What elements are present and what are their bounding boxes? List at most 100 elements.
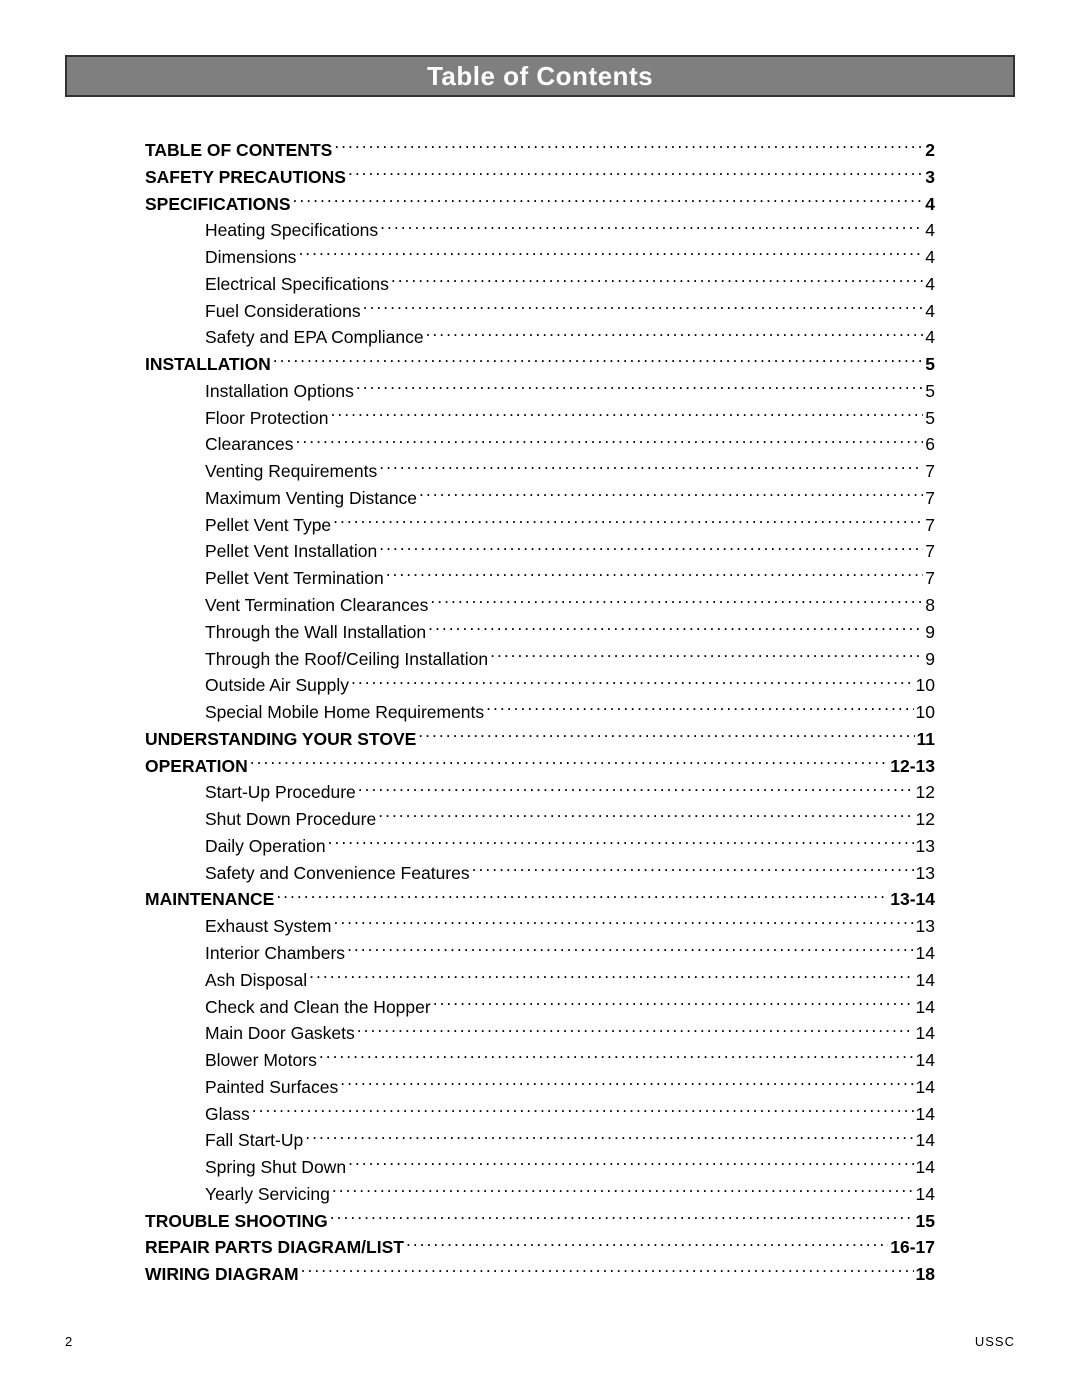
- toc-page-number: 2: [925, 137, 935, 164]
- toc-label: Interior Chambers: [205, 940, 345, 967]
- toc-section-row: UNDERSTANDING YOUR STOVE11: [145, 726, 935, 753]
- toc-leader-dots: [332, 1182, 914, 1200]
- toc-page-number: 14: [916, 1154, 935, 1181]
- toc-sub-row: Fuel Considerations4: [145, 298, 935, 325]
- toc-page-number: 11: [917, 726, 936, 753]
- toc-sub-row: Through the Wall Installation9: [145, 619, 935, 646]
- toc-leader-dots: [273, 353, 924, 371]
- title-bar: Table of Contents: [65, 55, 1015, 97]
- toc-label: Through the Wall Installation: [205, 619, 426, 646]
- toc-page-number: 8: [925, 592, 935, 619]
- toc-label: Dimensions: [205, 244, 296, 271]
- toc-section-row: TABLE OF CONTENTS2: [145, 137, 935, 164]
- toc-sub-row: Electrical Specifications4: [145, 271, 935, 298]
- toc-sub-row: Installation Options5: [145, 378, 935, 405]
- toc-leader-dots: [380, 219, 923, 237]
- toc-leader-dots: [391, 272, 923, 290]
- toc-leader-dots: [379, 540, 923, 558]
- toc-label: Through the Roof/Ceiling Installation: [205, 646, 488, 673]
- toc-label: Painted Surfaces: [205, 1074, 338, 1101]
- toc-label: Main Door Gaskets: [205, 1020, 355, 1047]
- toc-sub-row: Yearly Servicing14: [145, 1181, 935, 1208]
- toc-sub-row: Pellet Vent Termination7: [145, 565, 935, 592]
- toc-page-number: 7: [925, 538, 935, 565]
- toc-sub-row: Blower Motors14: [145, 1047, 935, 1074]
- footer-company: USSC: [975, 1334, 1015, 1349]
- toc-label: Pellet Vent Installation: [205, 538, 377, 565]
- toc-page-number: 4: [925, 191, 935, 218]
- document-page: Table of Contents TABLE OF CONTENTS2SAFE…: [0, 0, 1080, 1288]
- footer-page-number: 2: [65, 1334, 72, 1349]
- toc-label: Special Mobile Home Requirements: [205, 699, 484, 726]
- toc-leader-dots: [348, 1156, 913, 1174]
- toc-section-row: REPAIR PARTS DIAGRAM/LIST16-17: [145, 1234, 935, 1261]
- toc-sub-row: Fall Start-Up14: [145, 1127, 935, 1154]
- toc-leader-dots: [379, 460, 923, 478]
- toc-label: Pellet Vent Type: [205, 512, 331, 539]
- toc-page-number: 5: [925, 351, 935, 378]
- toc-page-number: 14: [916, 1074, 935, 1101]
- toc-leader-dots: [357, 1022, 914, 1040]
- toc-page-number: 4: [925, 298, 935, 325]
- toc-page-number: 7: [925, 565, 935, 592]
- toc-section-row: SPECIFICATIONS4: [145, 191, 935, 218]
- toc-page-number: 7: [925, 485, 935, 512]
- toc-leader-dots: [472, 861, 914, 879]
- toc-leader-dots: [347, 941, 913, 959]
- toc-leader-dots: [340, 1075, 913, 1093]
- toc-page-number: 14: [916, 940, 935, 967]
- toc-label: OPERATION: [145, 753, 248, 780]
- toc-sub-row: Venting Requirements7: [145, 458, 935, 485]
- toc-label: INSTALLATION: [145, 351, 271, 378]
- toc-page-number: 4: [925, 244, 935, 271]
- toc-sub-row: Daily Operation13: [145, 833, 935, 860]
- toc-label: Floor Protection: [205, 405, 329, 432]
- toc-sub-row: Safety and EPA Compliance4: [145, 324, 935, 351]
- toc-leader-dots: [406, 1236, 888, 1254]
- toc-sub-row: Ash Disposal14: [145, 967, 935, 994]
- title-bar-text: Table of Contents: [427, 61, 653, 92]
- toc-sub-row: Pellet Vent Installation 7: [145, 538, 935, 565]
- toc-sub-row: Outside Air Supply10: [145, 672, 935, 699]
- toc-sub-row: Maximum Venting Distance7: [145, 485, 935, 512]
- toc-sub-row: Through the Roof/Ceiling Installation9: [145, 646, 935, 673]
- toc-leader-dots: [319, 1049, 914, 1067]
- toc-leader-dots: [490, 647, 923, 665]
- toc-label: Installation Options: [205, 378, 354, 405]
- toc-page-number: 7: [925, 512, 935, 539]
- toc-leader-dots: [419, 486, 923, 504]
- toc-label: Fall Start-Up: [205, 1127, 303, 1154]
- toc-leader-dots: [252, 1102, 914, 1120]
- toc-page-number: 12: [916, 779, 935, 806]
- toc-page-number: 4: [925, 271, 935, 298]
- toc-section-row: WIRING DIAGRAM 18: [145, 1261, 935, 1288]
- toc-section-row: OPERATION12-13: [145, 753, 935, 780]
- toc-leader-dots: [426, 326, 924, 344]
- toc-page-number: 7: [925, 458, 935, 485]
- toc-leader-dots: [378, 808, 913, 826]
- toc-label: Safety and Convenience Features: [205, 860, 470, 887]
- toc-label: Spring Shut Down: [205, 1154, 346, 1181]
- toc-label: MAINTENANCE: [145, 886, 274, 913]
- toc-label: Safety and EPA Compliance: [205, 324, 424, 351]
- toc-leader-dots: [250, 754, 888, 772]
- toc-label: WIRING DIAGRAM: [145, 1261, 299, 1288]
- toc-page-number: 14: [916, 1047, 935, 1074]
- toc-page-number: 13: [916, 913, 935, 940]
- toc-page-number: 3: [925, 164, 935, 191]
- toc-section-row: TROUBLE SHOOTING15: [145, 1208, 935, 1235]
- toc-sub-row: Main Door Gaskets14: [145, 1020, 935, 1047]
- toc-sub-row: Painted Surfaces 14: [145, 1074, 935, 1101]
- toc-label: Start-Up Procedure: [205, 779, 356, 806]
- toc-page-number: 14: [916, 1181, 935, 1208]
- toc-leader-dots: [358, 781, 914, 799]
- toc-section-row: MAINTENANCE13-14: [145, 886, 935, 913]
- toc-leader-dots: [298, 246, 923, 264]
- toc-page-number: 5: [925, 405, 935, 432]
- toc-page-number: 6: [925, 431, 935, 458]
- toc-label: Glass: [205, 1101, 250, 1128]
- toc-page-number: 18: [916, 1261, 935, 1288]
- toc-page-number: 4: [925, 217, 935, 244]
- toc-section-row: SAFETY PRECAUTIONS3: [145, 164, 935, 191]
- toc-leader-dots: [386, 567, 924, 585]
